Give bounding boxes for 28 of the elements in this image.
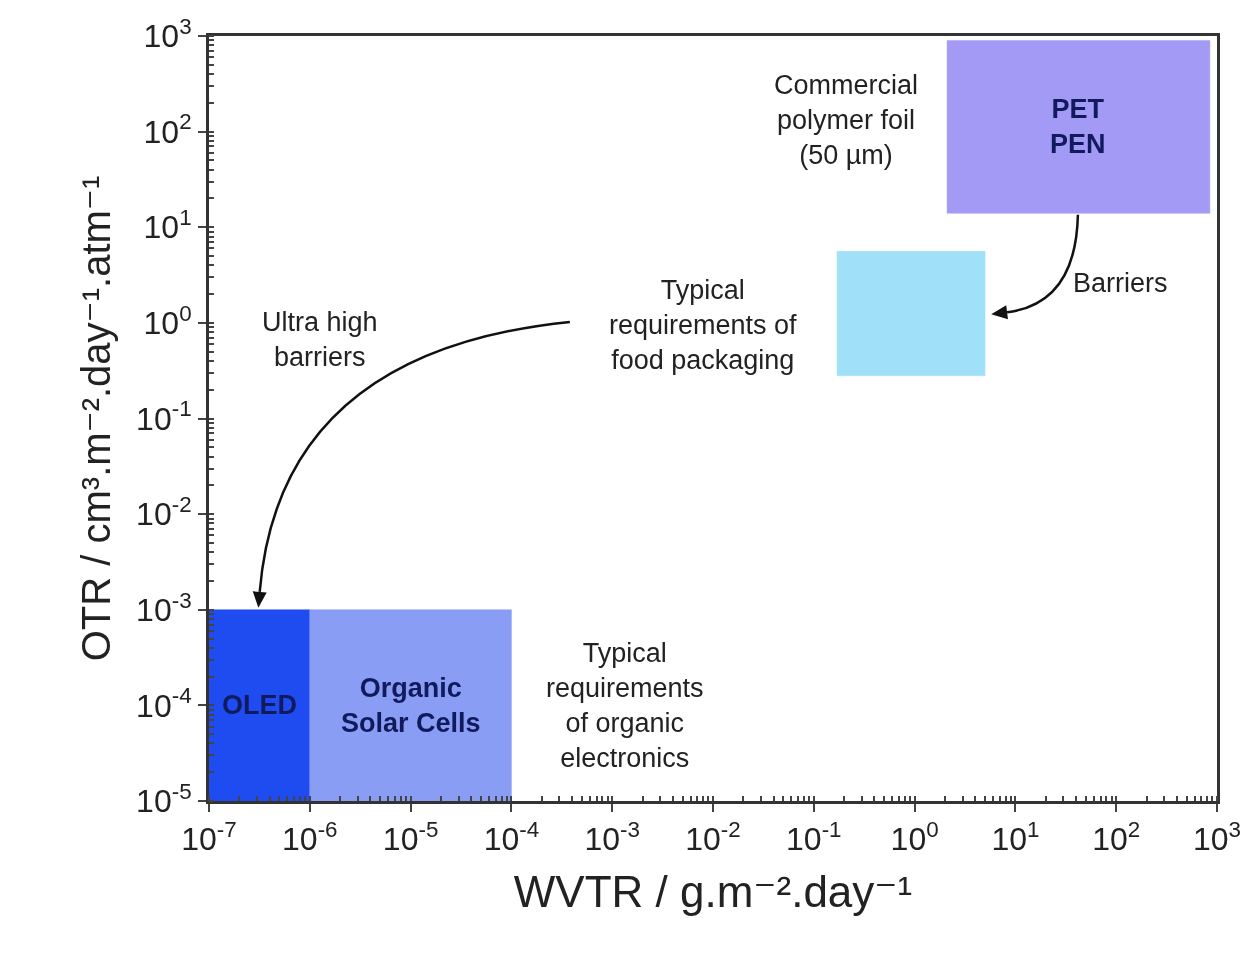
x-tick-label: 10$^{-3}$	[584, 816, 640, 858]
x-tick-label: 10$^{0}$	[890, 816, 939, 858]
x-tick-label: 10$^{-1}$	[786, 816, 842, 858]
y-tick-label: 10$^{3}$	[143, 13, 192, 55]
y-tick-label: 10$^{-3}$	[136, 587, 192, 628]
x-tick-label: 10$^{-5}$	[382, 816, 439, 858]
annotation: Typical requirements of food packaging	[609, 275, 798, 376]
y-tick-label: 10$^{-2}$	[136, 491, 192, 533]
x-tick-label: 10$^{-2}$	[685, 816, 741, 858]
series-label: PET PEN	[1050, 94, 1106, 160]
annotation: Commercial polymer foil (50 µm)	[774, 70, 919, 171]
x-tick-label: 10$^{3}$	[1192, 816, 1242, 858]
series-label: OLED	[222, 690, 298, 720]
x-tick-label: 10$^{-6}$	[282, 816, 338, 858]
y-tick-label: 10$^{2}$	[143, 109, 192, 150]
annotation: Ultra high barriers	[262, 307, 378, 373]
x-tick-label: 10$^{2}$	[1092, 816, 1141, 858]
series-label: Organic Solar Cells	[341, 673, 481, 739]
y-tick-label: 10$^{-1}$	[136, 396, 192, 437]
annotation: Typical requirements of organic electronics	[546, 638, 704, 774]
annotation: Barriers	[1073, 268, 1168, 298]
y-tick-label: 10$^{-4}$	[136, 683, 192, 724]
y-tick-label: 10$^{1}$	[143, 205, 192, 246]
y-axis-title: OTR / cm³.m⁻².day⁻¹.atm⁻¹	[73, 175, 118, 662]
y-tick-label: 10$^{0}$	[143, 300, 192, 342]
x-tick-label: 10$^{1}$	[991, 816, 1040, 858]
x-tick-label: 10$^{-4}$	[483, 816, 540, 858]
x-axis-title: WVTR / g.m⁻².day⁻¹	[513, 866, 913, 916]
